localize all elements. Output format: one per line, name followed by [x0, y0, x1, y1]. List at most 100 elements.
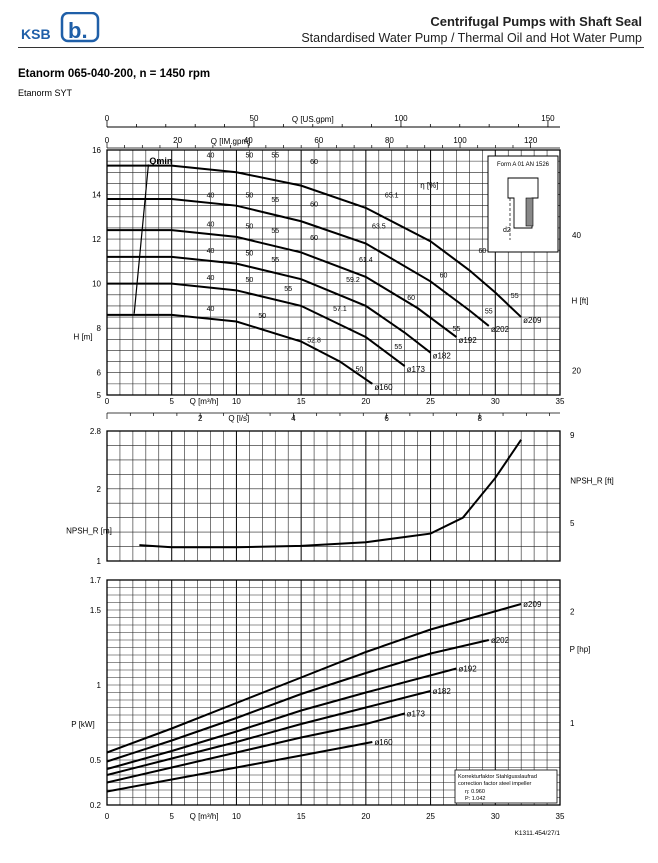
note-line: Korrekturfaktor Stahlgusslaufrad: [458, 774, 537, 780]
imgpm-tick-label: 120: [524, 136, 538, 145]
header-divider: [18, 47, 644, 48]
ls-tick-label: 8: [478, 414, 483, 423]
power-curve-label: ø192: [458, 665, 477, 674]
brand-name: KSB: [21, 26, 51, 42]
efficiency-label: 55: [394, 344, 402, 351]
y-tick-label: 10: [92, 280, 101, 289]
imgpm-tick-label: 100: [453, 136, 467, 145]
power-curve-label: ø202: [491, 636, 510, 645]
x-tick-label: 25: [426, 397, 435, 406]
x-tick-label: 20: [361, 397, 370, 406]
power-curve: [106, 667, 457, 770]
power-chart: 0.2 0.5 1 1.5 1.7 0 5 10 15 20 25 30 35 Q [m³/h] P [kW…: [71, 576, 590, 821]
efficiency-label: 40: [207, 306, 215, 313]
header-subtitle: Standardised Water Pump / Thermal Oil an…: [301, 31, 642, 45]
power-curve-label: ø173: [407, 710, 426, 719]
head-curve-label: ø192: [458, 336, 477, 345]
x-tick-label: 25: [426, 812, 435, 821]
imgpm-tick-label: 60: [314, 136, 323, 145]
x-tick-label: 35: [556, 397, 565, 406]
x-tick-label: 10: [232, 812, 241, 821]
power-curve: [106, 712, 405, 784]
npsh-curve: [139, 439, 522, 549]
x-tick-label: 5: [169, 812, 174, 821]
efficiency-label: 40: [207, 152, 215, 159]
inset-label: d2: [503, 227, 511, 234]
head-curve-label: ø202: [491, 325, 510, 334]
head-curve: [107, 313, 373, 385]
note-box: [454, 769, 558, 804]
efficiency-label: 60: [478, 248, 486, 255]
x-axis-title: Q [m³/h]: [190, 397, 219, 406]
y-tick-label: 1: [97, 681, 102, 690]
x-tick-label: 30: [491, 812, 500, 821]
y-tick-label: 2.8: [90, 427, 102, 436]
x-tick-label: 20: [361, 812, 370, 821]
y-tick-label: 8: [97, 324, 102, 333]
x-tick-label: 0: [105, 812, 110, 821]
efficiency-label: 52.8: [307, 337, 321, 344]
efficiency-label: 40: [207, 248, 215, 255]
qmin-line: [133, 164, 150, 314]
y2-tick-label: 1: [570, 719, 575, 728]
y-tick-label: 5: [97, 391, 102, 400]
y-axis-title: P [kW]: [71, 720, 94, 729]
efficiency-label: 55: [511, 293, 519, 300]
y2-tick-label: 5: [570, 519, 575, 528]
ls-tick-label: 4: [291, 414, 296, 423]
usgpm-tick-label: 50: [250, 114, 259, 123]
efficiency-label: 55: [271, 197, 279, 204]
y2-axis-title: NPSH_R [ft]: [570, 477, 614, 486]
efficiency-label: 50: [258, 313, 266, 320]
head-curve: [107, 229, 458, 338]
y-tick-label: 1: [97, 557, 102, 566]
y2-tick-label: 2: [570, 607, 575, 616]
y-tick-label: 14: [92, 191, 101, 200]
inset-impeller-fill: [525, 197, 534, 227]
y-axis-title: NPSH_R [m]: [66, 527, 112, 536]
efficiency-label: 40: [207, 193, 215, 200]
head-curve: [107, 198, 490, 327]
ls-tick-label: 2: [198, 414, 203, 423]
head-curve-label: ø209: [523, 316, 542, 325]
y2-tick-label: 20: [572, 367, 581, 376]
efficiency-title: η [%]: [420, 181, 438, 190]
efficiency-label: 50: [245, 193, 253, 200]
note-line: η: 0.960: [465, 789, 485, 795]
plot-frame: [106, 579, 561, 806]
y-tick-label: 0.5: [90, 756, 102, 765]
usgpm-tick-label: 0: [105, 114, 110, 123]
note-line: correction factor steel impeller: [458, 781, 532, 787]
efficiency-label: 55: [271, 152, 279, 159]
y-axis-title: H [m]: [73, 332, 92, 341]
pump-subtitle: Etanorm SYT: [18, 88, 73, 98]
power-curve: [106, 603, 522, 754]
power-curve: [106, 690, 431, 776]
qmin-label: Qmin: [149, 156, 172, 166]
efficiency-label: 59.2: [346, 277, 360, 284]
efficiency-label: 50: [355, 366, 363, 373]
y2-tick-label: 9: [570, 431, 575, 440]
footer-code: K1311.454/27/1: [515, 830, 561, 837]
x-axis-title: Q [m³/h]: [190, 812, 219, 821]
efficiency-label: 55: [271, 257, 279, 264]
power-curve-label: ø182: [433, 687, 452, 696]
ls-axis-title: Q [l/s]: [228, 414, 249, 423]
npsh-chart: 1 2 2.8 NPSH_R [m] NPSH_R [ft] 5 9: [66, 427, 614, 566]
brand-badge: b.: [68, 18, 88, 43]
imgpm-tick-label: 80: [385, 136, 394, 145]
y2-tick-label: 40: [572, 231, 581, 240]
y-tick-label: 16: [92, 146, 101, 155]
y-tick-label: 2: [97, 485, 102, 494]
x-tick-label: 15: [297, 397, 306, 406]
x-tick-label: 30: [491, 397, 500, 406]
head-curve-label: ø173: [407, 365, 426, 374]
head-curve: [107, 255, 432, 354]
power-curve-label: ø160: [374, 738, 393, 747]
efficiency-label: 40: [207, 275, 215, 282]
plot-frame: [106, 430, 561, 562]
power-curve: [106, 741, 373, 793]
head-curve: [107, 164, 522, 318]
head-curve: [107, 282, 406, 367]
